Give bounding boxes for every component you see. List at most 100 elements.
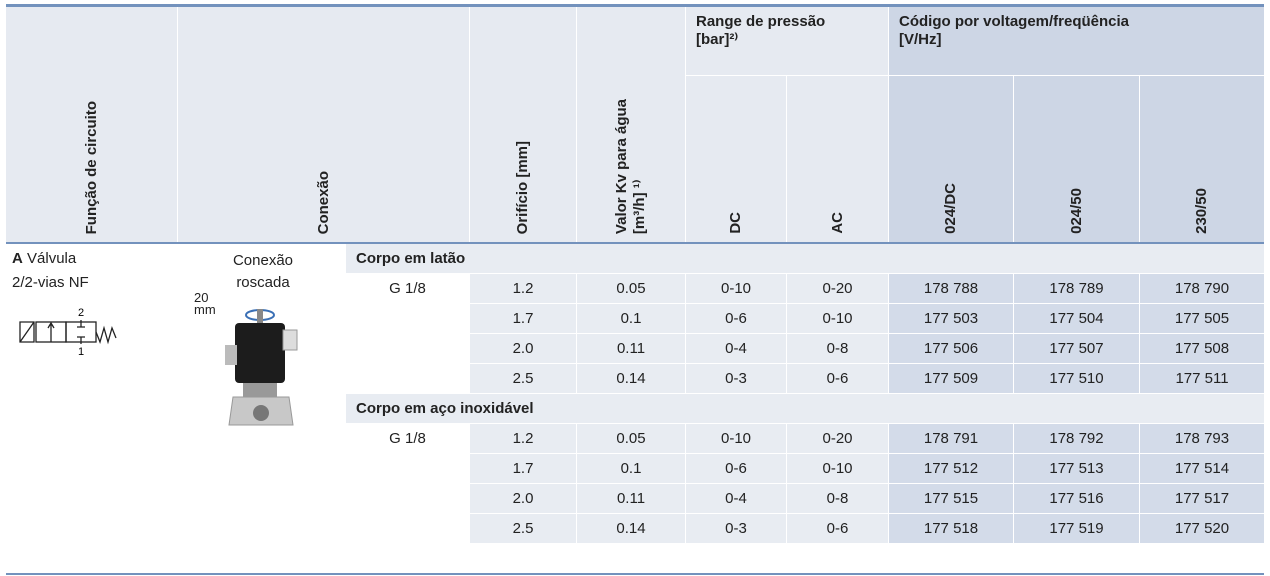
- data-cell: 0.1: [577, 304, 685, 333]
- data-cell: 0-6: [686, 454, 786, 483]
- data-cell: 2.0: [470, 334, 576, 363]
- data-cell: 1.7: [470, 304, 576, 333]
- header-line: [m³/h] ¹⁾: [631, 179, 648, 235]
- image-label: 20 mm: [194, 290, 216, 317]
- function-label: A Válvula: [12, 250, 76, 267]
- data-cell: 177 512: [889, 454, 1013, 483]
- data-cell: 0.11: [577, 484, 685, 513]
- data-cell: 177 510: [1014, 364, 1139, 393]
- thread-cell: [346, 364, 469, 393]
- header-line: Código por voltagem/freqüência: [899, 13, 1130, 30]
- data-cell: 0-20: [787, 274, 888, 303]
- data-cell: 177 515: [889, 484, 1013, 513]
- data-cell: 0-4: [686, 484, 786, 513]
- function-name: Válvula: [27, 250, 77, 267]
- data-cell: 0-10: [686, 424, 786, 453]
- thread-cell: G 1/8: [346, 424, 469, 453]
- section-title: Corpo em latão: [346, 244, 1264, 273]
- valve-photo: [225, 309, 298, 426]
- header-text: DC: [727, 212, 744, 234]
- data-cell: 2.5: [470, 514, 576, 543]
- data-cell: 0.1: [577, 454, 685, 483]
- image-label-line: mm: [194, 302, 216, 317]
- thread-cell: G 1/8: [346, 274, 469, 303]
- data-cell: 177 513: [1014, 454, 1139, 483]
- data-cell: 177 505: [1140, 304, 1264, 333]
- header-cell: 230/50: [1140, 76, 1264, 242]
- header-rule: [6, 242, 1264, 244]
- header-cell: Orifício [mm]: [470, 7, 576, 242]
- header-line: Range de pressão: [696, 13, 826, 30]
- thread-cell: [346, 514, 469, 543]
- thread-cell: [346, 334, 469, 363]
- header-cell: AC: [787, 76, 888, 242]
- bottom-rule: [6, 573, 1264, 575]
- header-line: Valor Kv para água: [613, 98, 630, 234]
- data-cell: 177 514: [1140, 454, 1264, 483]
- data-cell: 0.05: [577, 274, 685, 303]
- data-cell: 177 508: [1140, 334, 1264, 363]
- data-cell: 0-3: [686, 364, 786, 393]
- thread-cell: [346, 454, 469, 483]
- data-cell: 177 520: [1140, 514, 1264, 543]
- data-cell: 177 511: [1140, 364, 1264, 393]
- port-label: 1: [78, 346, 84, 358]
- data-cell: 178 791: [889, 424, 1013, 453]
- header-line: [bar]²⁾: [696, 31, 739, 48]
- data-cell: 1.2: [470, 274, 576, 303]
- data-cell: 0-8: [787, 484, 888, 513]
- data-cell: 0-6: [686, 304, 786, 333]
- data-cell: 177 503: [889, 304, 1013, 333]
- thread-cell: [346, 484, 469, 513]
- data-cell: 1.2: [470, 424, 576, 453]
- connection-line: Conexão: [232, 252, 294, 269]
- data-cell: 0-10: [787, 304, 888, 333]
- data-cell: 177 517: [1140, 484, 1264, 513]
- header-text: Orifício [mm]: [514, 140, 531, 234]
- data-cell: 177 519: [1014, 514, 1139, 543]
- header-text: 024/DC: [942, 183, 959, 234]
- header-text: Função de circuito: [82, 100, 100, 234]
- header-group: Código por voltagem/freqüência [V/Hz]: [889, 7, 1264, 75]
- header-group: Range de pressão [bar]²⁾: [686, 7, 888, 75]
- data-cell: 178 789: [1014, 274, 1139, 303]
- data-cell: 1.7: [470, 454, 576, 483]
- data-cell: 178 788: [889, 274, 1013, 303]
- header-cell: 024/50: [1014, 76, 1139, 242]
- thread-cell: [346, 304, 469, 333]
- data-cell: 0-8: [787, 334, 888, 363]
- data-cell: 178 793: [1140, 424, 1264, 453]
- header-cell: Valor Kv para água [m³/h] ¹⁾: [577, 7, 685, 242]
- header-cell: Função de circuito: [6, 7, 177, 242]
- header-cell: 024/DC: [889, 76, 1013, 242]
- top-rule: [6, 4, 1264, 7]
- data-cell: 178 792: [1014, 424, 1139, 453]
- section-title: Corpo em aço inoxidável: [346, 394, 1264, 423]
- port-label: 2: [78, 307, 84, 319]
- data-cell: 177 506: [889, 334, 1013, 363]
- data-cell: 177 509: [889, 364, 1013, 393]
- data-cell: 2.5: [470, 364, 576, 393]
- function-letter: A: [12, 250, 23, 267]
- header-line: [V/Hz]: [899, 31, 942, 48]
- data-cell: 0-10: [686, 274, 786, 303]
- header-text: 230/50: [1193, 188, 1210, 234]
- header-cell: DC: [686, 76, 786, 242]
- function-subtitle: 2/2-vias NF: [12, 274, 89, 291]
- data-cell: 177 516: [1014, 484, 1139, 513]
- data-cell: 0.14: [577, 364, 685, 393]
- connection-label: Conexão roscada: [218, 250, 308, 294]
- data-cell: 2.0: [470, 484, 576, 513]
- image-label-line: 20: [194, 290, 209, 305]
- connection-line: roscada: [236, 274, 290, 291]
- header-text: Valor Kv para água [m³/h] ¹⁾: [613, 99, 649, 234]
- header-text: Conexão: [314, 170, 332, 234]
- header-cell: Conexão: [178, 7, 469, 242]
- data-cell: 0-6: [787, 514, 888, 543]
- data-cell: 177 518: [889, 514, 1013, 543]
- header-text: AC: [828, 212, 846, 234]
- valve-symbol: 2 1: [19, 307, 117, 358]
- data-cell: 177 507: [1014, 334, 1139, 363]
- data-cell: 177 504: [1014, 304, 1139, 333]
